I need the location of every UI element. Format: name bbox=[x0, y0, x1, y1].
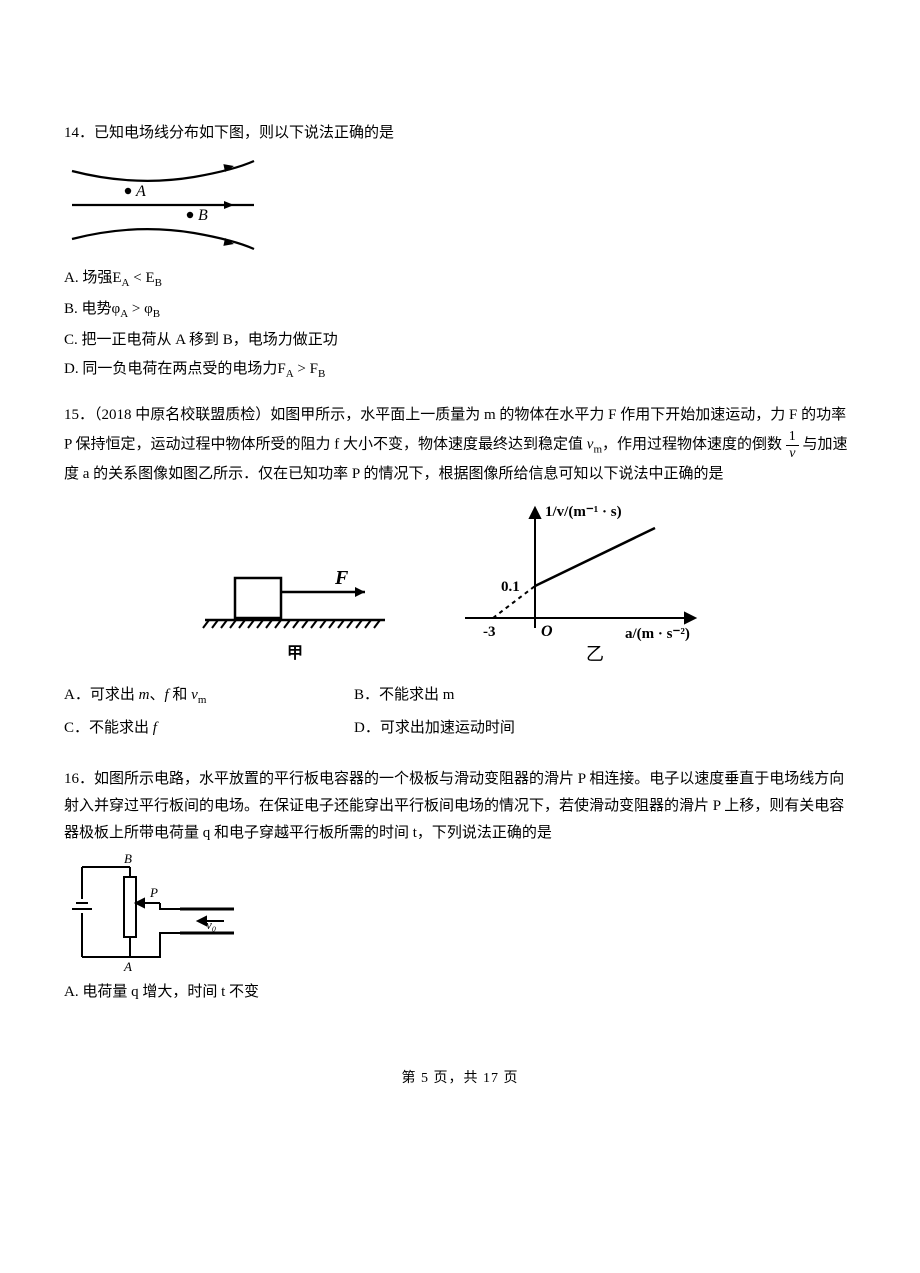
svg-text:P: P bbox=[149, 885, 158, 900]
q14-a-expr1: E bbox=[112, 270, 121, 286]
question-16: 16．如图所示电路，水平放置的平行板电容器的一个极板与滑动变阻器的滑片 P 相连… bbox=[64, 766, 856, 1006]
svg-text:甲: 甲 bbox=[287, 644, 303, 662]
q14-option-b: B. 电势φA > φB bbox=[64, 296, 856, 325]
q16-figure: B A P v₀ bbox=[64, 853, 856, 973]
q14-a-expr2: E bbox=[145, 270, 154, 286]
q15-options-row1: A．可求出 m、f 和 vm B．不能求出 m bbox=[64, 680, 856, 713]
q14-d-expr2: F bbox=[310, 361, 318, 377]
q14-option-a: A. 场强EA < EB bbox=[64, 265, 856, 294]
q14-figure: A B bbox=[64, 153, 856, 259]
q15-option-c: C．不能求出 f bbox=[64, 715, 354, 742]
frac-num: 1 bbox=[786, 429, 799, 445]
q14-a-label: A. 场强 bbox=[64, 270, 112, 286]
q14-option-c: C. 把一正电荷从 A 移到 B，电场力做正功 bbox=[64, 327, 856, 354]
svg-text:-3: -3 bbox=[483, 624, 496, 640]
svg-text:v₀: v₀ bbox=[206, 917, 216, 932]
svg-text:1/v/(m⁻¹ · s): 1/v/(m⁻¹ · s) bbox=[545, 504, 622, 520]
q14-b-expr2: φ bbox=[144, 301, 153, 317]
q14-b-subL: A bbox=[120, 308, 128, 320]
q14-stem: 14．已知电场线分布如下图，则以下说法正确的是 bbox=[64, 120, 856, 147]
q14-b-expr1: φ bbox=[112, 301, 121, 317]
q14-d-label: D. 同一负电荷在两点受的电场力 bbox=[64, 361, 277, 377]
q14-stem-text: 已知电场线分布如下图，则以下说法正确的是 bbox=[94, 125, 394, 141]
q15-figure-right: 1/v/(m⁻¹ · s) a/(m · s⁻²) -3 0.1 O 乙 bbox=[445, 498, 725, 668]
q16-number: 16． bbox=[64, 771, 94, 787]
q16-stem-text: 如图所示电路，水平放置的平行板电容器的一个极板与滑动变阻器的滑片 P 相连接。电… bbox=[64, 771, 844, 841]
q15-option-d: D．可求出加速运动时间 bbox=[354, 715, 644, 742]
q15-figures: F 甲 1/v/(m⁻¹ · s) a/(m · s⁻²) -3 0.1 O 乙 bbox=[64, 498, 856, 668]
q16-stem: 16．如图所示电路，水平放置的平行板电容器的一个极板与滑动变阻器的滑片 P 相连… bbox=[64, 766, 856, 847]
svg-text:B: B bbox=[198, 207, 208, 224]
foot-current: 5 bbox=[421, 1071, 429, 1086]
q14-number: 14． bbox=[64, 125, 94, 141]
question-14: 14．已知电场线分布如下图，则以下说法正确的是 A B A. 场强EA < EB… bbox=[64, 120, 856, 384]
svg-text:a/(m · s⁻²): a/(m · s⁻²) bbox=[625, 626, 690, 642]
q14-b-rel: > bbox=[128, 301, 144, 317]
q14-d-subL: A bbox=[286, 368, 294, 380]
q16-option-a: A. 电荷量 q 增大，时间 t 不变 bbox=[64, 979, 856, 1006]
svg-text:O: O bbox=[541, 623, 553, 640]
q14-d-subR: B bbox=[318, 368, 325, 380]
q15-stem2: ，作用过程物体速度的倒数 bbox=[602, 437, 782, 453]
page-footer: 第 5 页，共 17 页 bbox=[64, 1066, 856, 1091]
svg-text:乙: 乙 bbox=[586, 644, 604, 664]
question-15: 15．（2018 中原名校联盟质检）如图甲所示，水平面上一质量为 m 的物体在水… bbox=[64, 402, 856, 744]
q15-option-b: B．不能求出 m bbox=[354, 682, 644, 711]
q15-options-row2: C．不能求出 f D．可求出加速运动时间 bbox=[64, 713, 856, 744]
svg-text:A: A bbox=[135, 183, 146, 200]
foot-mid: 页，共 bbox=[434, 1071, 479, 1086]
q14-b-subR: B bbox=[153, 308, 160, 320]
q15-vm-sub: m bbox=[593, 444, 602, 456]
q14-d-rel: > bbox=[294, 361, 310, 377]
svg-text:A: A bbox=[123, 959, 132, 973]
field-lines-diagram: A B bbox=[64, 153, 264, 259]
svg-text:B: B bbox=[124, 853, 132, 866]
foot-prefix: 第 bbox=[402, 1071, 417, 1086]
q15-option-a: A．可求出 m、f 和 vm bbox=[64, 682, 354, 711]
q15-stem: 15．（2018 中原名校联盟质检）如图甲所示，水平面上一质量为 m 的物体在水… bbox=[64, 402, 856, 488]
svg-text:0.1: 0.1 bbox=[501, 579, 520, 595]
q14-a-rel: < bbox=[129, 270, 145, 286]
q14-option-d: D. 同一负电荷在两点受的电场力FA > FB bbox=[64, 356, 856, 385]
fraction-1-over-v: 1v bbox=[786, 429, 799, 461]
frac-den: v bbox=[786, 446, 799, 461]
svg-text:F: F bbox=[334, 567, 349, 589]
q14-b-label: B. 电势 bbox=[64, 301, 112, 317]
circuit-diagram: B A P v₀ bbox=[64, 853, 244, 973]
foot-total: 17 bbox=[483, 1071, 499, 1086]
q15-figure-left: F 甲 bbox=[195, 558, 395, 668]
foot-suffix: 页 bbox=[504, 1071, 519, 1086]
q15-number: 15． bbox=[64, 407, 94, 423]
q14-d-expr1: F bbox=[277, 361, 285, 377]
q14-a-subR: B bbox=[155, 277, 162, 289]
